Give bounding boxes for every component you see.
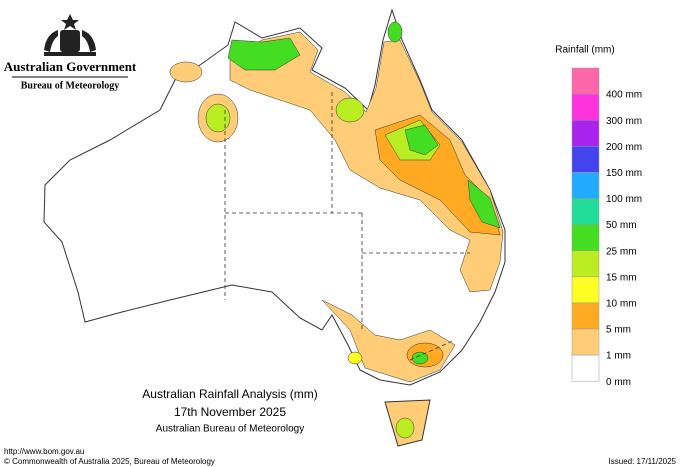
coat-of-arms: [44, 14, 96, 56]
government-name: Australian Government: [4, 59, 137, 74]
legend-label: 10 mm: [606, 299, 637, 310]
footer-url: http://www.bom.gov.au: [4, 447, 84, 456]
legend-swatch: [571, 224, 600, 251]
legend-label: 400 mm: [606, 90, 642, 101]
map-source: Australian Bureau of Meteorology: [156, 424, 304, 435]
legend-swatch: [571, 328, 600, 356]
map: [43, 8, 506, 447]
agency-name: Bureau of Meteorology: [21, 80, 120, 91]
legend-swatch: [571, 302, 600, 330]
map-title: Australian Rainfall Analysis (mm): [142, 387, 317, 401]
map-date: 17th November 2025: [174, 405, 286, 419]
legend-title: Rainfall (mm): [555, 45, 614, 56]
legend-label: 5 mm: [606, 325, 631, 336]
state-borders: [224, 92, 470, 361]
legend-swatch: [571, 250, 600, 278]
legend-swatch: [571, 146, 600, 173]
legend-swatch: [571, 198, 600, 225]
footer-issued: Issued: 17/11/2025: [609, 457, 677, 466]
legend: 400 mm 300 mm 200 mm 150 mm 100 mm 50 mm 25 mm…: [571, 67, 642, 388]
legend-swatch: [571, 276, 600, 304]
legend-label: 0 mm: [606, 377, 631, 388]
legend-swatch: [571, 67, 600, 95]
legend-swatch: [571, 119, 600, 147]
legend-label: 200 mm: [606, 142, 642, 153]
legend-swatch: [571, 172, 600, 199]
legend-label: 25 mm: [606, 246, 637, 257]
footer-copyright: © Commonwealth of Australia 2025, Bureau…: [4, 457, 215, 466]
legend-swatch: [571, 93, 600, 121]
legend-label: 15 mm: [606, 272, 637, 283]
legend-label: 150 mm: [606, 168, 642, 179]
legend-label: 300 mm: [606, 116, 642, 127]
legend-label: 50 mm: [606, 220, 637, 231]
legend-label: 1 mm: [606, 351, 631, 362]
legend-label: 100 mm: [606, 194, 642, 205]
rainfall-areas: [169, 21, 504, 439]
legend-swatch: [571, 354, 600, 382]
